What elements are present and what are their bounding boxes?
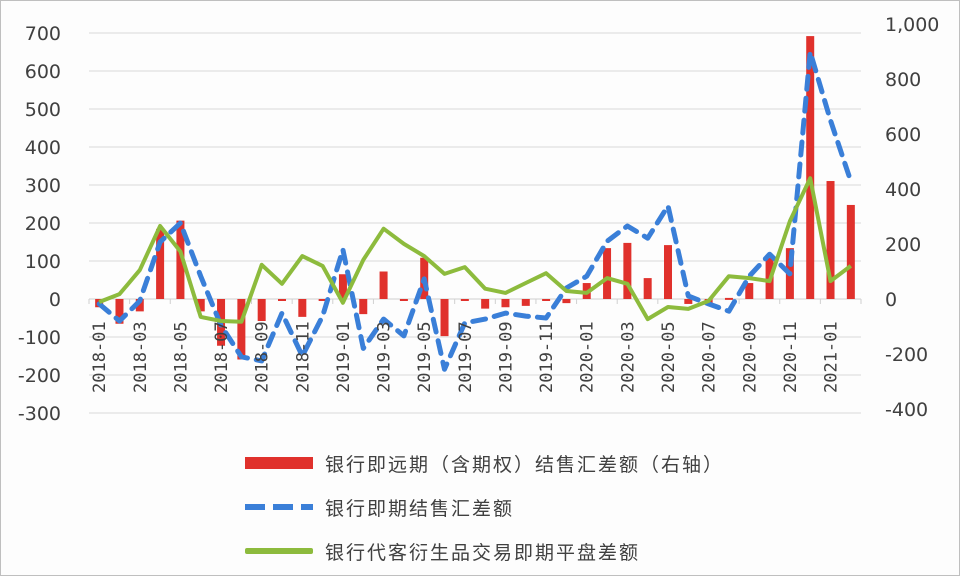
legend-item-forward-bar: 银行即远期（含期权）结售汇差额（右轴） bbox=[245, 441, 805, 485]
x-axis-tick: 2020-11 bbox=[781, 321, 801, 393]
bar-series-forward bbox=[95, 36, 855, 360]
x-axis-tick: 2018-01 bbox=[90, 321, 110, 393]
left-axis-tick: 200 bbox=[25, 213, 61, 235]
bar bbox=[135, 299, 144, 312]
bar bbox=[278, 299, 286, 301]
right-axis-tick: -200 bbox=[885, 344, 928, 366]
bar bbox=[846, 204, 855, 299]
bar bbox=[684, 299, 693, 304]
x-axis-tick: 2018-03 bbox=[131, 321, 151, 393]
left-axis-tick: 0 bbox=[49, 289, 61, 311]
x-axis-tick: 2019-11 bbox=[537, 321, 557, 393]
bar bbox=[156, 228, 165, 299]
bar bbox=[115, 299, 124, 324]
left-axis: 700 600 500 400 300 200 100 0 -100 -200 -300 bbox=[18, 23, 61, 425]
x-axis-tick: 2018-09 bbox=[253, 321, 273, 393]
bar bbox=[664, 245, 672, 299]
line-series-spot bbox=[96, 49, 854, 372]
left-axis-tick: 600 bbox=[25, 61, 61, 83]
bar bbox=[460, 299, 469, 301]
bar bbox=[501, 299, 510, 308]
bar bbox=[318, 299, 327, 301]
bar bbox=[643, 278, 652, 299]
left-axis-tick: -200 bbox=[18, 365, 61, 387]
bar bbox=[623, 242, 632, 299]
legend-label: 银行即期结售汇差额 bbox=[325, 497, 515, 520]
left-axis-tick: 100 bbox=[25, 251, 61, 273]
bar bbox=[399, 299, 408, 301]
bar bbox=[603, 248, 612, 299]
right-axis-tick: -400 bbox=[885, 399, 928, 421]
x-axis-tick: 2019-01 bbox=[334, 321, 354, 393]
right-axis-tick: 200 bbox=[885, 234, 921, 256]
bar bbox=[806, 36, 815, 299]
bar bbox=[481, 299, 490, 309]
bar bbox=[826, 181, 835, 299]
bar bbox=[542, 299, 551, 301]
x-axis-tick: 2019-07 bbox=[456, 321, 476, 393]
x-axis-tick: 2018-07 bbox=[212, 321, 232, 393]
blue-dashed-line-swatch-icon bbox=[245, 504, 313, 510]
right-axis-tick: 1,000 bbox=[885, 14, 939, 36]
chart-legend: 银行即远期（含期权）结售汇差额（右轴） 银行即期结售汇差额 银行代客衍生品交易即… bbox=[245, 441, 805, 573]
right-axis-tick: 400 bbox=[885, 179, 921, 201]
x-axis-tick: 2020-01 bbox=[578, 321, 598, 393]
right-axis-tick: 600 bbox=[885, 124, 921, 146]
left-axis-tick: 500 bbox=[25, 99, 61, 121]
red-bar-swatch-icon bbox=[245, 457, 313, 469]
left-axis-tick: 300 bbox=[25, 175, 61, 197]
bar bbox=[237, 299, 246, 360]
bar bbox=[176, 220, 185, 299]
chart-plot: 700 600 500 400 300 200 100 0 -100 -200 -300 1,000 8… bbox=[18, 14, 940, 425]
bar bbox=[298, 299, 307, 317]
bar bbox=[359, 299, 368, 315]
x-axis-tick: 2020-05 bbox=[659, 321, 679, 393]
bar bbox=[196, 299, 205, 312]
x-axis-tick: 2019-03 bbox=[375, 321, 395, 393]
left-axis-tick: 700 bbox=[25, 23, 61, 45]
bar bbox=[338, 274, 347, 299]
x-axis-tick: 2020-09 bbox=[740, 321, 760, 393]
x-axis-labels: 2018-01 2018-03 2018-05 2018-07 2018-09 2018-… bbox=[90, 321, 841, 393]
legend-label: 银行即远期（含期权）结售汇差额（右轴） bbox=[325, 453, 725, 476]
x-axis-tick: 2019-09 bbox=[496, 321, 516, 393]
bar bbox=[257, 299, 266, 321]
bar bbox=[724, 297, 733, 300]
left-axis-tick: -100 bbox=[18, 327, 61, 349]
green-line-swatch-icon bbox=[245, 548, 313, 554]
legend-item-spot-dashed: 银行即期结售汇差额 bbox=[245, 485, 805, 529]
gridlines bbox=[89, 32, 861, 414]
right-axis-tick: 0 bbox=[885, 289, 897, 311]
x-axis-tick: 2020-03 bbox=[618, 321, 638, 393]
x-axis-tick: 2020-07 bbox=[700, 321, 720, 393]
line-series-derivative bbox=[98, 176, 852, 324]
bar bbox=[379, 271, 388, 299]
x-axis-tick: 2019-05 bbox=[415, 321, 435, 393]
x-axis-tick: 2018-05 bbox=[171, 321, 191, 393]
right-axis-tick: 800 bbox=[885, 69, 921, 91]
bar bbox=[745, 283, 754, 299]
legend-label: 银行代客衍生品交易即期平盘差额 bbox=[325, 541, 641, 564]
bar bbox=[440, 299, 449, 337]
left-axis-tick: -300 bbox=[18, 403, 61, 425]
bar bbox=[562, 299, 571, 304]
x-axis-tick: 2021-01 bbox=[822, 321, 842, 393]
right-axis: 1,000 800 600 400 200 0 -200 -400 bbox=[885, 14, 939, 421]
legend-item-derivative-line: 银行代客衍生品交易即期平盘差额 bbox=[245, 529, 805, 573]
left-axis-tick: 400 bbox=[25, 137, 61, 159]
bar bbox=[521, 299, 530, 306]
x-axis-tick: 2018-11 bbox=[293, 321, 313, 393]
